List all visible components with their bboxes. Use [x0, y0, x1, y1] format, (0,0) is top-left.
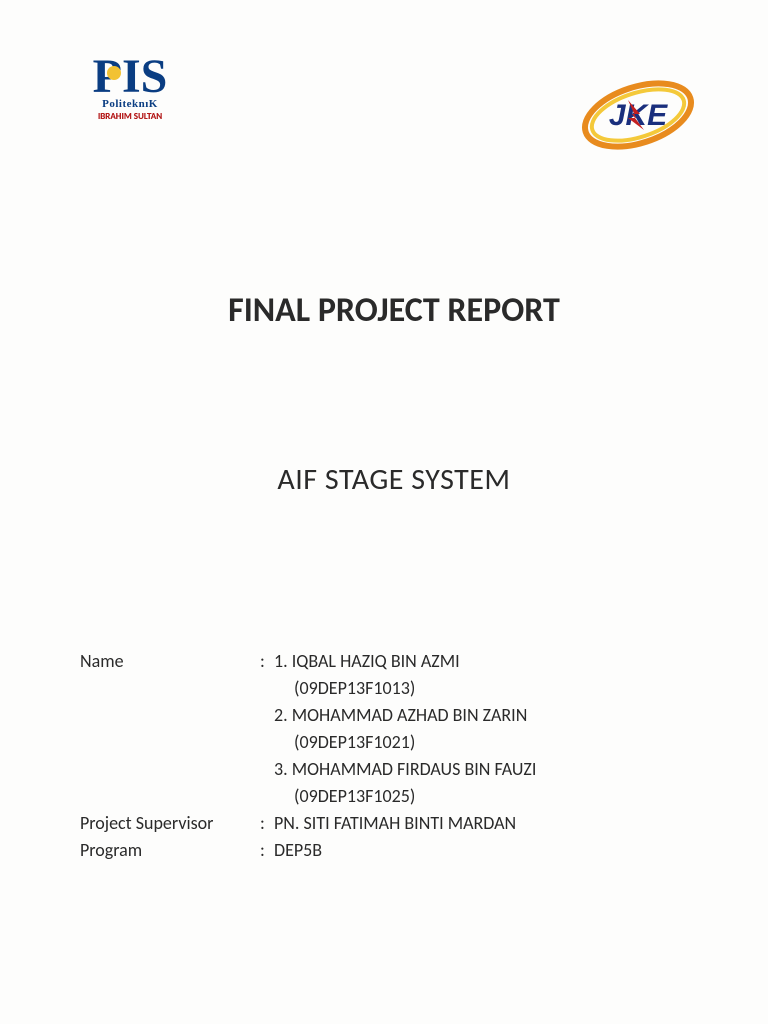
- authors-list: 1. IQBAL HAZIQ BIN AZMI (09DEP13F1013) 2…: [274, 648, 708, 810]
- author-name: IQBAL HAZIQ BIN AZMI: [292, 650, 460, 672]
- pis-logo: PIS PoliteknıK IBRAHIM SULTAN: [80, 60, 180, 170]
- name-label: Name: [80, 648, 260, 810]
- author-1-id: (09DEP13F1013): [274, 675, 708, 702]
- author-num: 2.: [274, 704, 288, 726]
- author-num: 1.: [274, 650, 288, 672]
- report-subtitle: AIF STAGE SYSTEM: [80, 461, 708, 498]
- author-3-id: (09DEP13F1025): [274, 783, 708, 810]
- supervisor-label: Project Supervisor: [80, 810, 260, 837]
- program-value: DEP5B: [274, 837, 708, 864]
- globe-icon: [107, 66, 121, 80]
- supervisor-row: Project Supervisor : PN. SITI FATIMAH BI…: [80, 810, 708, 837]
- name-row: Name : 1. IQBAL HAZIQ BIN AZMI (09DEP13F…: [80, 648, 708, 810]
- jke-text: JKE: [609, 99, 668, 132]
- author-3: 3. MOHAMMAD FIRDAUS BIN FAUZI: [274, 756, 708, 783]
- report-title: FINAL PROJECT REPORT: [80, 290, 708, 331]
- author-2-id: (09DEP13F1021): [274, 729, 708, 756]
- program-row: Program : DEP5B: [80, 837, 708, 864]
- author-2: 2. MOHAMMAD AZHAD BIN ZARIN: [274, 702, 708, 729]
- colon: :: [260, 648, 274, 810]
- author-name: MOHAMMAD FIRDAUS BIN FAUZI: [292, 758, 537, 780]
- program-label: Program: [80, 837, 260, 864]
- author-num: 3.: [274, 758, 288, 780]
- pis-text: PIS: [93, 50, 168, 103]
- info-block: Name : 1. IQBAL HAZIQ BIN AZMI (09DEP13F…: [80, 648, 708, 864]
- pis-glyph: PIS: [93, 60, 168, 94]
- author-name: MOHAMMAD AZHAD BIN ZARIN: [292, 704, 528, 726]
- supervisor-value: PN. SITI FATIMAH BINTI MARDAN: [274, 810, 708, 837]
- logo-row: PIS PoliteknıK IBRAHIM SULTAN JKE: [80, 60, 708, 170]
- colon: :: [260, 810, 274, 837]
- author-1: 1. IQBAL HAZIQ BIN AZMI: [274, 648, 708, 675]
- pis-line2: IBRAHIM SULTAN: [96, 110, 164, 123]
- page: PIS PoliteknıK IBRAHIM SULTAN JKE FINAL …: [0, 0, 768, 904]
- colon: :: [260, 837, 274, 864]
- jke-logo: JKE: [568, 70, 708, 160]
